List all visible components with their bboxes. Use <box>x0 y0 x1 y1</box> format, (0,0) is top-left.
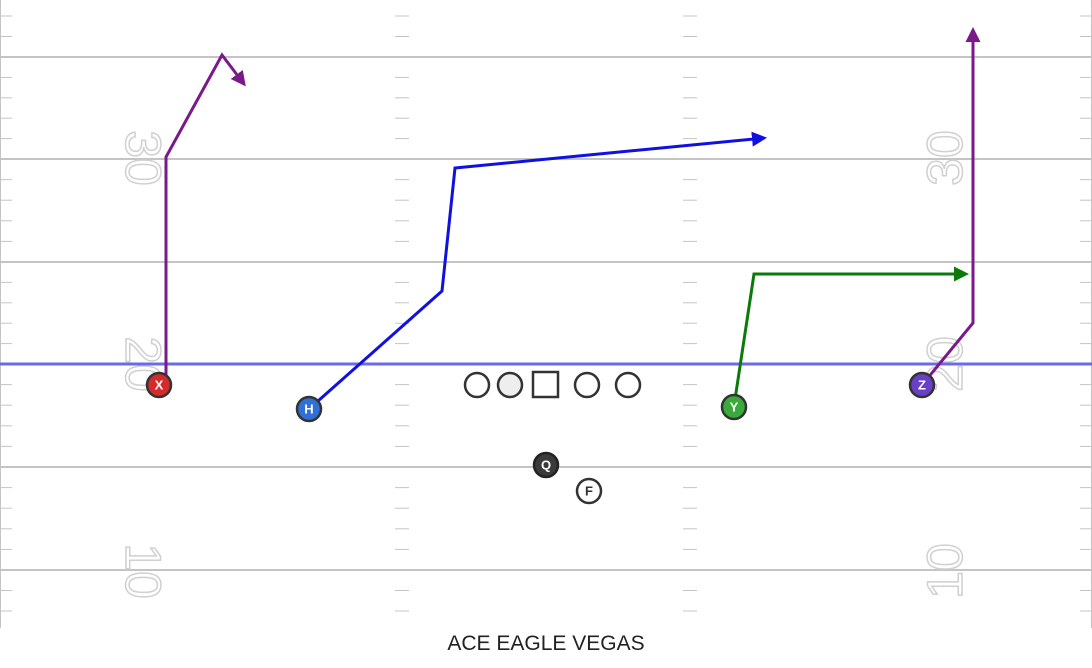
player-label: H <box>304 402 313 417</box>
player-x: X <box>145 371 173 399</box>
guard-left <box>463 371 491 399</box>
yard-number: 30 <box>115 130 171 186</box>
player-label: Y <box>730 400 739 415</box>
player-label: X <box>155 378 164 393</box>
route-h <box>308 131 767 411</box>
player-q: Q <box>532 451 560 479</box>
hash-marks <box>0 15 1092 612</box>
route-x <box>164 52 246 384</box>
yard-number: 10 <box>917 543 973 599</box>
player-label: Q <box>541 458 551 473</box>
play-diagram-field: 30 20 10 30 20 10 X H Y Z Q <box>0 0 1092 628</box>
yard-number: 10 <box>115 543 171 599</box>
route-y <box>732 266 969 407</box>
player-label: Z <box>918 378 926 393</box>
center <box>531 370 560 399</box>
offensive-line <box>463 370 642 399</box>
player-z: Z <box>908 371 936 399</box>
player-y: Y <box>720 393 748 421</box>
yard-number: 30 <box>917 130 973 186</box>
tackle-right <box>614 371 642 399</box>
tackle-left <box>496 371 524 399</box>
guard-right <box>573 371 601 399</box>
player-label: F <box>585 484 593 499</box>
player-h: H <box>295 395 323 423</box>
route-z <box>920 27 981 386</box>
player-f: F <box>575 477 603 505</box>
play-title: ACE EAGLE VEGAS <box>447 632 645 655</box>
